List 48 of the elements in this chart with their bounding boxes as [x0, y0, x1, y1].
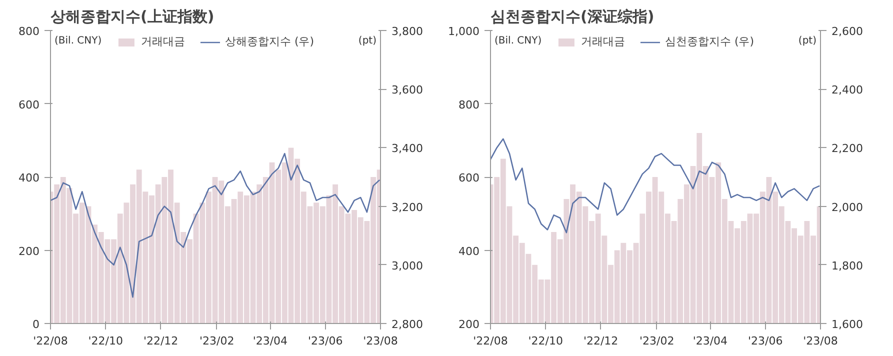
- legend-label: 심천종합지수 (우): [664, 34, 754, 49]
- y-tick-label: 400: [18, 172, 40, 184]
- chart-title: 상해종합지수(上证指数): [50, 8, 214, 26]
- x-tick-label: '23/06: [308, 334, 343, 348]
- y-tick-label: 1,000: [448, 25, 480, 38]
- y2-tick-label: 2,200: [832, 142, 863, 156]
- y-tick-label: 0: [32, 318, 40, 331]
- y-axis-title: (Bil. CNY): [54, 36, 102, 46]
- y2-tick-label: 2,600: [832, 25, 863, 38]
- x-tick-label: '22/08: [473, 334, 508, 348]
- y-tick-label: 200: [458, 318, 480, 331]
- legend-label: 거래대금: [140, 34, 185, 49]
- y2-tick-label: 3,200: [392, 200, 423, 214]
- y-axis-title: (Bil. CNY): [494, 36, 542, 46]
- y2-tick-label: 2,400: [832, 84, 863, 97]
- x-tick-label: '22/12: [583, 334, 618, 348]
- y-tick-label: 200: [18, 244, 40, 258]
- y2-axis-title: (pt): [358, 36, 377, 46]
- x-tick-label: '23/08: [363, 334, 398, 348]
- y2-tick-label: 3,000: [392, 259, 423, 272]
- line-series: [50, 152, 380, 298]
- legend-label: 상해종합지수 (우): [224, 34, 314, 49]
- x-tick-label: '23/06: [748, 334, 783, 348]
- x-tick-label: '23/04: [692, 334, 728, 348]
- y-tick-label: 400: [458, 244, 480, 258]
- x-tick-label: '23/08: [803, 334, 838, 348]
- x-tick-label: '23/02: [639, 334, 674, 348]
- y2-tick-label: 3,400: [392, 142, 423, 156]
- x-tick-label: '22/12: [143, 334, 178, 348]
- chart-title: 심천종합지수(深证综指): [490, 8, 654, 26]
- x-tick-label: '22/10: [88, 334, 124, 348]
- y-tick-label: 600: [18, 98, 40, 112]
- line-series: [490, 138, 820, 234]
- legend-label: 거래대금: [580, 34, 625, 49]
- y2-tick-label: 2,000: [832, 200, 863, 214]
- y-tick-label: 800: [18, 25, 40, 38]
- y2-tick-label: 3,600: [392, 84, 423, 97]
- x-tick-label: '22/08: [33, 334, 68, 348]
- y2-axis-title: (pt): [798, 36, 817, 46]
- y-tick-label: 600: [458, 172, 480, 184]
- y2-tick-label: 1,800: [832, 259, 863, 272]
- y2-tick-label: 3,800: [392, 25, 423, 38]
- y2-tick-label: 1,600: [832, 318, 863, 331]
- y-tick-label: 800: [458, 98, 480, 112]
- x-tick-label: '22/10: [528, 334, 564, 348]
- y2-tick-label: 2,800: [392, 318, 423, 331]
- x-tick-label: '23/04: [252, 334, 288, 348]
- x-tick-label: '23/02: [199, 334, 234, 348]
